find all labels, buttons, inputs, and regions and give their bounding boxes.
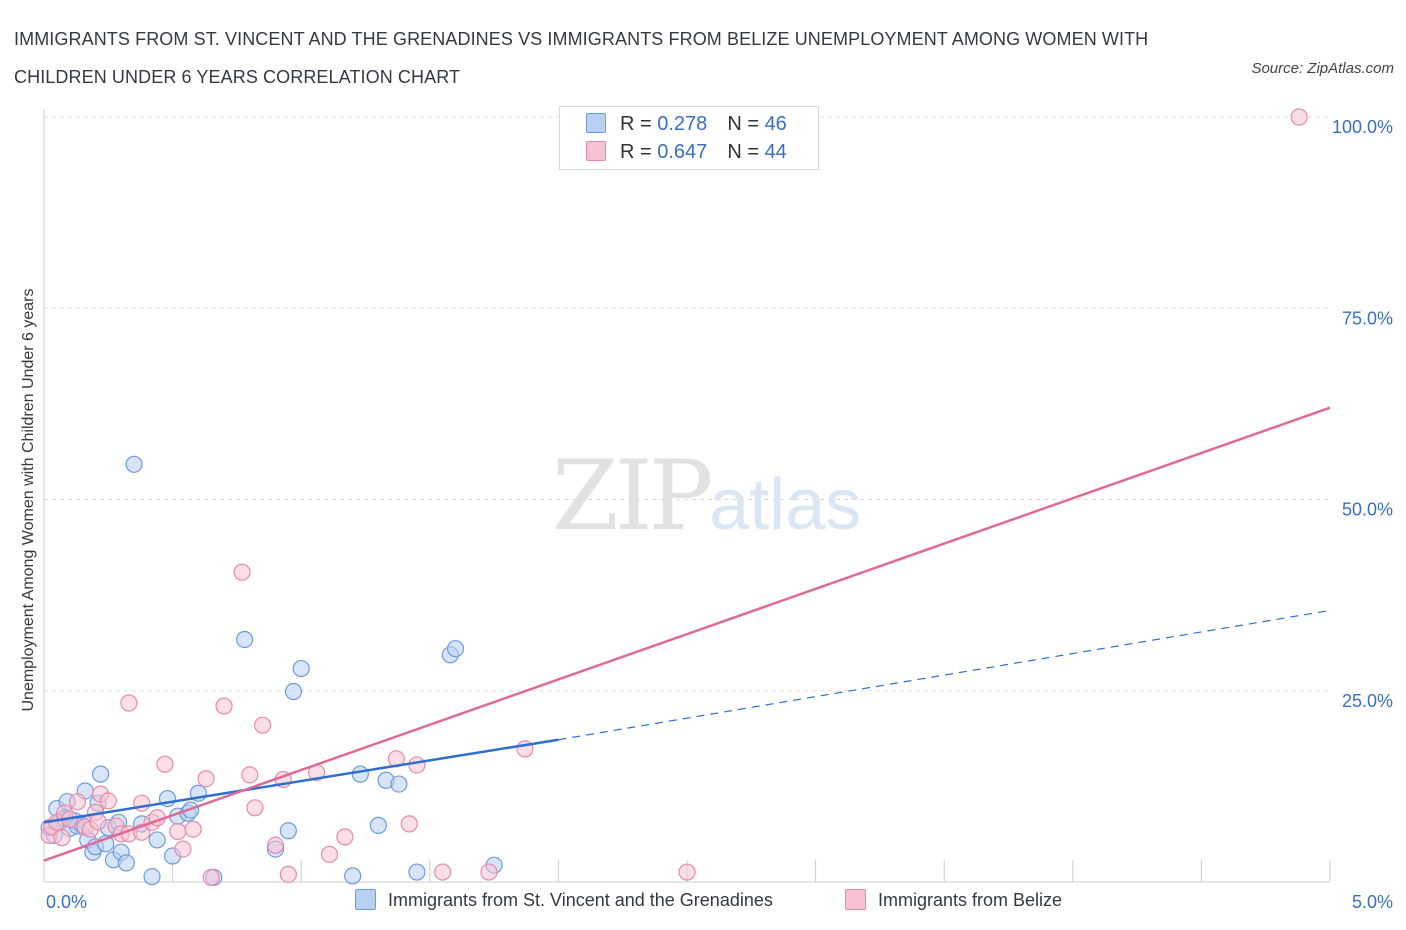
point-belize: [215, 697, 233, 715]
point-belize: [53, 829, 71, 847]
x-tick-label: 5.0%: [1352, 892, 1393, 912]
point-st-vincent: [125, 455, 143, 473]
point-st-vincent: [91, 765, 110, 783]
point-st-vincent: [446, 640, 465, 658]
point-belize: [254, 716, 272, 734]
point-belize: [68, 793, 87, 811]
point-belize: [174, 840, 192, 858]
legend-n-label: N =: [727, 113, 765, 135]
trendline-belize: [43, 406, 1331, 862]
legend-swatch-blue: [586, 113, 606, 133]
point-st-vincent: [143, 868, 161, 886]
watermark-atlas: atlas: [709, 465, 862, 545]
legend-n-label: N =: [727, 141, 765, 163]
chart-title: IMMIGRANTS FROM ST. VINCENT AND THE GREN…: [14, 29, 1149, 87]
y-tick-label: 100.0%: [1332, 117, 1393, 137]
point-st-vincent: [369, 816, 387, 834]
point-belize: [266, 836, 285, 854]
bottom-legend-label-belize: Immigrants from Belize: [878, 890, 1063, 910]
legend-r-value: 0.278: [657, 113, 708, 135]
bottom-legend-swatch-blue: [355, 889, 376, 910]
point-belize: [1290, 108, 1308, 126]
point-belize: [480, 863, 498, 881]
point-belize: [246, 799, 264, 817]
point-belize: [197, 770, 215, 788]
legend-row-belize: R = 0.647 N = 44: [586, 139, 787, 165]
source-label: Source: ZipAtlas.com: [1251, 60, 1394, 77]
point-st-vincent: [117, 854, 135, 872]
point-belize: [241, 766, 259, 784]
trendline-st-vincent-solid: [43, 738, 559, 824]
point-belize: [202, 868, 220, 887]
legend-r-label: R =: [620, 141, 658, 163]
point-st-vincent: [148, 831, 166, 849]
point-belize: [133, 794, 151, 812]
grid-lines: [44, 116, 1330, 692]
x-tick-label: 0.0%: [46, 892, 87, 912]
point-belize: [279, 865, 297, 883]
legend-r-label: R =: [620, 113, 658, 135]
watermark: ZIPatlas: [552, 440, 861, 552]
trendline-st-vincent-dashed: [558, 609, 1331, 741]
point-st-vincent: [351, 765, 369, 783]
point-st-vincent: [292, 659, 310, 678]
point-belize: [408, 756, 426, 774]
series-belize-points: [40, 108, 1308, 887]
point-st-vincent: [390, 775, 408, 793]
point-belize: [400, 815, 418, 833]
point-belize: [156, 755, 174, 773]
point-belize: [320, 845, 339, 864]
point-st-vincent: [408, 863, 426, 881]
point-belize: [233, 563, 251, 581]
point-belize: [99, 792, 117, 810]
legend-n-value: 44: [764, 141, 787, 163]
tick-labels: 25.0% 50.0% 75.0% 100.0% 0.0% 5.0%: [46, 117, 1393, 912]
axes: [43, 109, 1331, 883]
y-tick-label: 75.0%: [1342, 308, 1393, 328]
point-st-vincent: [284, 682, 303, 701]
trendlines: [43, 406, 1331, 862]
bottom-legend-st-vincent: Immigrants from St. Vincent and the Gren…: [355, 889, 773, 911]
point-belize: [336, 828, 354, 846]
legend-row-st-vincent: R = 0.278 N = 46: [586, 111, 787, 137]
point-st-vincent: [344, 867, 362, 885]
legend-r-value: 0.647: [657, 141, 708, 163]
point-belize: [169, 822, 187, 841]
point-st-vincent: [236, 630, 254, 649]
legend-swatch-pink: [586, 141, 606, 161]
point-belize: [434, 863, 452, 881]
bottom-legend-belize: Immigrants from Belize: [845, 889, 1062, 911]
legend-n-value: 46: [764, 113, 787, 135]
point-belize: [184, 820, 202, 838]
point-belize: [89, 812, 107, 831]
y-tick-label: 25.0%: [1342, 691, 1393, 711]
point-belize: [678, 863, 696, 881]
point-st-vincent: [279, 822, 297, 840]
bottom-legend-swatch-pink: [845, 889, 866, 910]
bottom-legend-label-st-vincent: Immigrants from St. Vincent and the Gren…: [388, 890, 773, 910]
correlation-legend: R = 0.278 N = 46 R = 0.647 N = 44: [559, 106, 819, 170]
y-tick-label: 50.0%: [1342, 500, 1393, 520]
watermark-zip: ZIP: [552, 440, 713, 552]
point-belize: [120, 694, 138, 712]
